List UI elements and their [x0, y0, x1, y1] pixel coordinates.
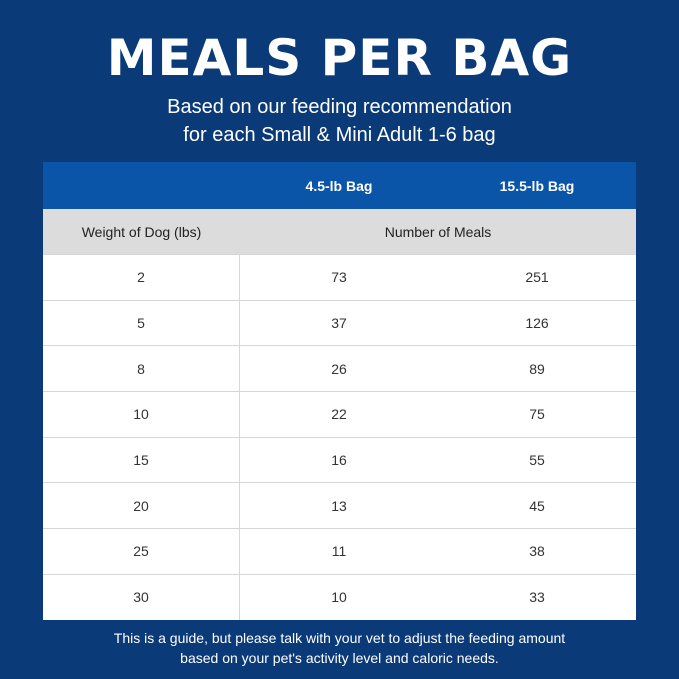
weight-cell: 2	[43, 255, 240, 300]
table-row: 10 22 75	[43, 391, 636, 437]
meals-15-5lb-cell: 38	[529, 543, 545, 560]
meals-15-5lb-cell: 251	[525, 269, 549, 286]
bag-header-4-5lb: 4.5-lb Bag	[305, 177, 373, 194]
meals-4-5lb-cell: 22	[331, 406, 347, 423]
table-row: 8 26 89	[43, 345, 636, 392]
meals-4-5lb-cell: 10	[331, 589, 347, 606]
weight-header: Weight of Dog (lbs)	[81, 223, 202, 240]
table-row: 2 73 251	[43, 254, 636, 300]
meals-15-5lb-cell: 55	[529, 452, 545, 469]
subheader-row: Weight of Dog (lbs) Number of Meals	[43, 209, 636, 254]
footnote: This is a guide, but please talk with yo…	[0, 628, 679, 668]
meals-15-5lb-cell: 45	[529, 497, 545, 514]
weight-cell: 15	[43, 437, 240, 483]
subtitle: Based on our feeding recommendation for …	[0, 93, 679, 149]
meals-4-5lb-cell: 26	[331, 360, 347, 377]
page-title: MEALS PER BAG	[106, 29, 573, 87]
weight-cell: 10	[43, 392, 240, 437]
table-row: 20 13 45	[43, 482, 636, 529]
subtitle-line-2: for each Small & Mini Adult 1-6 bag	[183, 124, 496, 146]
meals-15-5lb-cell: 33	[529, 589, 545, 606]
subtitle-line-1: Based on our feeding recommendation	[167, 96, 512, 118]
weight-cell: 8	[43, 346, 240, 392]
meals-15-5lb-cell: 89	[529, 360, 545, 377]
footnote-line-2: based on your pet's activity level and c…	[180, 650, 499, 666]
meals-header: Number of Meals	[384, 223, 492, 240]
table-row: 15 16 55	[43, 436, 636, 483]
meals-15-5lb-cell: 75	[529, 406, 545, 423]
meals-15-5lb-cell: 126	[525, 315, 549, 332]
bag-header-row: 4.5-lb Bag 15.5-lb Bag	[43, 162, 636, 209]
meals-table: 4.5-lb Bag 15.5-lb Bag Weight of Dog (lb…	[43, 162, 636, 620]
weight-cell: 30	[43, 574, 240, 620]
meals-4-5lb-cell: 13	[331, 497, 347, 514]
meals-4-5lb-cell: 73	[331, 269, 347, 286]
table-row: 25 11 38	[43, 528, 636, 574]
meals-4-5lb-cell: 37	[331, 315, 347, 332]
table-row: 30 10 33	[43, 573, 636, 620]
weight-cell: 5	[43, 300, 240, 346]
footnote-line-1: This is a guide, but please talk with yo…	[113, 630, 566, 646]
weight-cell: 25	[43, 529, 240, 574]
meals-4-5lb-cell: 16	[331, 452, 347, 469]
bag-header-15-5lb: 15.5-lb Bag	[499, 177, 575, 194]
table-row: 5 37 126	[43, 299, 636, 346]
meals-4-5lb-cell: 11	[331, 543, 347, 560]
table-body: 2 73 251 5 37 126 8 26 89 10 22 75 15 16 55 20 13 45 25 11 3…	[43, 254, 636, 620]
weight-cell: 20	[43, 483, 240, 529]
